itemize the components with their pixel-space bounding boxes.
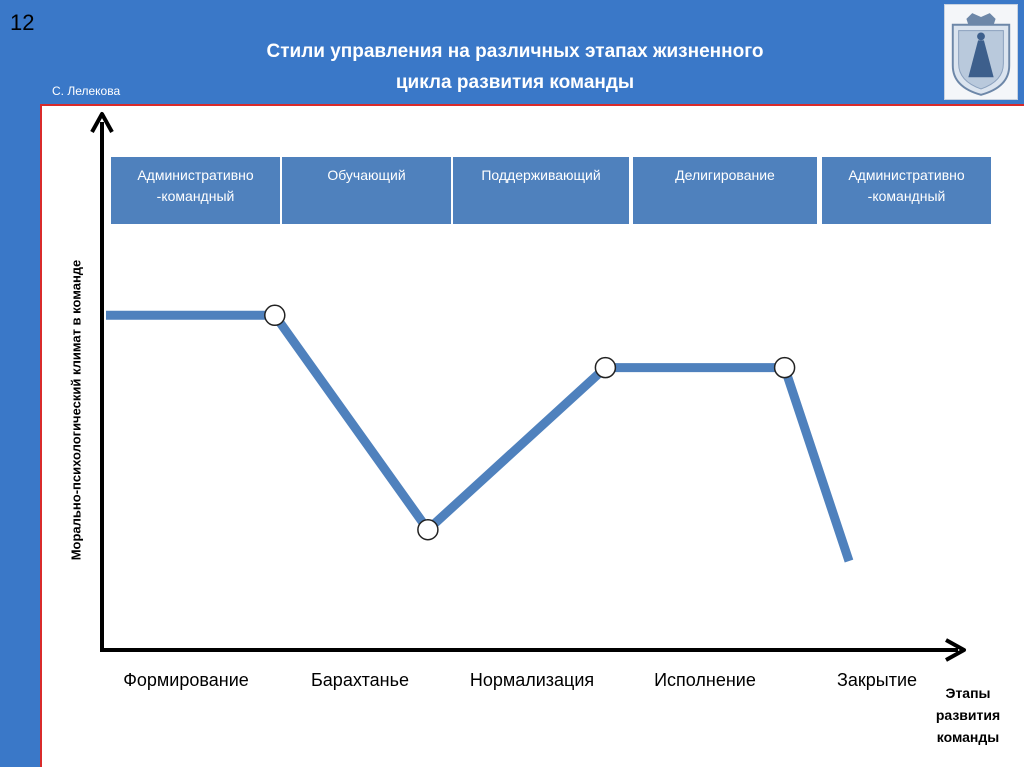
data-point [594,356,617,379]
x-tick-label: Нормализация [469,670,595,690]
stage-style-label: Делигирование [675,167,775,183]
x-axis-label-line: Этапы [945,685,991,701]
stage-style-label: Административно [137,167,254,183]
series-line [106,310,854,563]
x-axis-label-line: развития [935,707,1001,723]
x-tick-label: Барахтанье [310,670,410,690]
author-name: С. Лелекова [52,84,121,98]
y-axis-label: Морально-психологический климат в команд… [68,259,84,561]
title-line-1: Стили управления на различных этапах жиз… [266,41,764,62]
y-axis-arrow [90,112,114,133]
stage-style-box: Поддерживающий [453,157,629,224]
data-point [417,518,439,541]
x-tick-label: Закрытие [836,670,918,690]
stage-style-box: Делигирование [633,157,817,224]
stage-style-label: -командный [156,188,235,204]
x-tick-label: Формирование [123,670,249,690]
x-axis-label: Этапы развития команды [918,682,1018,748]
crest-icon [951,13,1011,96]
x-axis-arrow [945,638,966,662]
stage-style-label: Административно [848,167,965,183]
university-logo [944,4,1018,100]
x-tick-label: Исполнение [654,670,756,690]
data-point [264,304,286,327]
x-axis-label-line: команды [936,729,1000,745]
stage-style-box: Административно -командный [822,157,991,224]
title-line-2: цикла развития команды [395,72,635,93]
stage-style-label: Поддерживающий [481,167,601,183]
stage-style-box: Административно -командный [111,157,280,224]
slide-title: Стили управления на различных этапах жиз… [150,36,880,98]
data-point [773,356,796,379]
stage-style-label: Обучающий [327,167,406,183]
stage-style-label: -командный [867,188,946,204]
slide-number: 12 [10,10,35,35]
stage-style-box: Обучающий [282,157,451,224]
